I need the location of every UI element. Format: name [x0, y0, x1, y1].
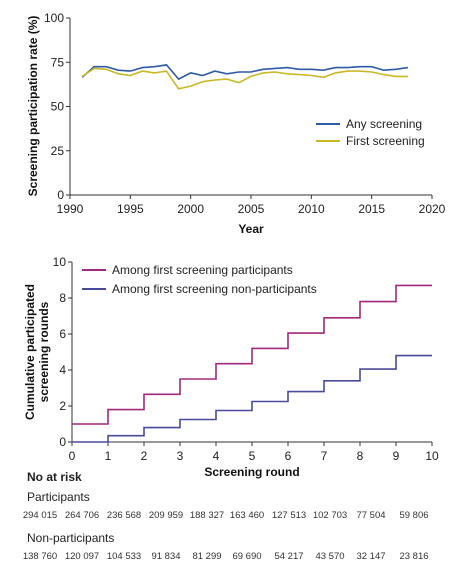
series-line-first-screening — [81, 67, 408, 90]
series-line-any-screening — [81, 64, 409, 81]
x-tick-label-bottom: 1 — [105, 449, 112, 463]
y-tick-label-bottom: 10 — [53, 255, 67, 269]
risk-cell: 91 834 — [151, 551, 181, 562]
risk-cell: 54 217 — [274, 551, 304, 562]
x-tick-label-bottom: 3 — [177, 449, 184, 463]
x-tick-label-top: 1990 — [57, 202, 84, 216]
risk-cell: 163 460 — [229, 510, 265, 521]
risk-cell: 138 760 — [22, 551, 58, 562]
risk-cell: 59 806 — [399, 510, 429, 521]
y-tick-label-bottom: 4 — [59, 363, 66, 377]
legend-label-bottom: Among first screening non-participants — [112, 282, 317, 296]
x-tick-label-top: 2010 — [298, 202, 325, 216]
y-tick-label-top: 75 — [51, 55, 65, 69]
x-tick-label-top: 2015 — [358, 202, 385, 216]
risk-cell: 104 533 — [106, 551, 142, 562]
y-tick-label-top: 25 — [51, 144, 65, 158]
x-tick-label-bottom: 0 — [69, 449, 76, 463]
risk-cell: 127 513 — [271, 510, 307, 521]
risk-cell: 81 299 — [192, 551, 222, 562]
risk-group-label-non-participants: Non-participants — [27, 531, 115, 545]
risk-cell: 264 706 — [64, 510, 100, 521]
series-step-participants — [72, 284, 432, 425]
legend-label-top: Any screening — [346, 117, 422, 131]
risk-table-title: No at risk — [27, 470, 82, 484]
legend-label-top: First screening — [346, 134, 425, 148]
x-tick-label-bottom: 4 — [213, 449, 220, 463]
risk-cell: 188 327 — [189, 510, 225, 521]
risk-cell: 43 570 — [315, 551, 345, 562]
x-tick-label-bottom: 2 — [141, 449, 148, 463]
x-tick-label-top: 1995 — [117, 202, 144, 216]
y-tick-label-bottom: 0 — [59, 435, 66, 449]
risk-cell: 120 097 — [64, 551, 100, 562]
risk-cell: 209 959 — [148, 510, 184, 521]
risk-group-label-participants: Participants — [27, 490, 90, 504]
y-tick-label-bottom: 6 — [59, 327, 66, 341]
y-tick-label-top: 0 — [57, 188, 64, 202]
x-tick-label-top: 2005 — [238, 202, 265, 216]
risk-cell: 102 703 — [312, 510, 348, 521]
y-tick-label-bottom: 8 — [59, 291, 66, 305]
risk-cell: 32 147 — [356, 551, 386, 562]
y-axis-title-top: Screening participation rate (%) — [26, 16, 40, 197]
risk-cell: 77 504 — [356, 510, 386, 521]
y-tick-label-bottom: 2 — [59, 399, 66, 413]
legend-label-bottom: Among first screening participants — [112, 263, 293, 277]
risk-cell: 23 816 — [399, 551, 429, 562]
x-axis-title-bottom: Screening round — [204, 465, 299, 479]
y-tick-label-top: 100 — [44, 11, 64, 25]
x-tick-label-top: 2000 — [177, 202, 204, 216]
x-tick-label-top: 2020 — [419, 202, 446, 216]
risk-cell: 294 015 — [22, 510, 58, 521]
y-axis-title-bottom: Cumulative participatedscreening rounds — [23, 284, 51, 420]
y-tick-label-top: 50 — [51, 100, 65, 114]
risk-cell: 69 690 — [232, 551, 262, 562]
x-axis-title-top: Year — [238, 222, 264, 236]
x-tick-label-bottom: 10 — [425, 449, 439, 463]
x-tick-label-bottom: 7 — [321, 449, 328, 463]
x-tick-label-bottom: 8 — [357, 449, 364, 463]
series-step-non-participants — [72, 354, 432, 443]
risk-cell: 236 568 — [106, 510, 142, 521]
x-tick-label-bottom: 9 — [393, 449, 400, 463]
x-tick-label-bottom: 5 — [249, 449, 256, 463]
x-tick-label-bottom: 6 — [285, 449, 292, 463]
